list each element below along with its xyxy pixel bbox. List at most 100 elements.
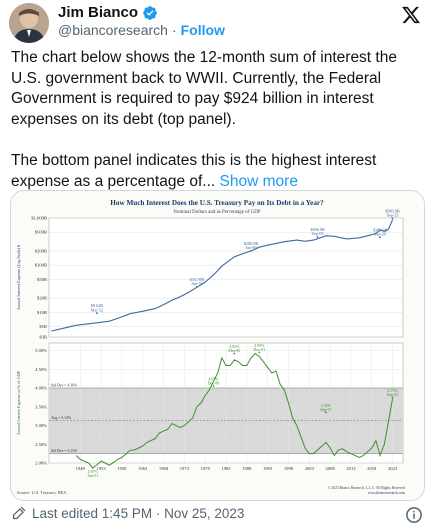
x-tick-label: 1968 [159,466,169,471]
top-annotation-value: $983.9B [385,208,400,213]
x-tick-label: 2013 [346,466,356,471]
top-y-tick-label: $50B [37,277,47,282]
top-y-tick-label: $100B [35,263,47,268]
x-tick-label: 2023 [388,466,398,471]
nominal-interest-line [50,219,394,332]
top-annotation-marker [95,312,98,315]
bottom-y-tick-label: 3.00% [35,423,47,428]
top-annotation-marker [195,285,198,288]
show-more-link[interactable]: Show more [219,172,298,190]
x-tick-label: 2003 [305,466,315,471]
top-panel: $1,000B $500B $200B $100B $50B $20B $10B $5B $3B… [16,208,404,340]
tweet-paragraph-1: The chart below shows the 12-month sum o… [11,49,397,128]
bottom-annotation-date: Dec-91 [253,347,265,352]
top-y-tick-label: $5B [39,324,47,329]
author-handle[interactable]: @biancoresearch [58,22,168,38]
top-annotation-value: $200.9B [244,241,259,246]
top-y-tick-label: $3B [39,335,47,340]
edited-indicator[interactable]: Last edited 1:45 PM · Nov 25, 2023 [11,506,244,521]
top-y-tick-label: $10B [37,310,47,315]
bottom-annotation-value: 4.05% [208,377,219,382]
chart-svg: How Much Interest Does the U.S. Treasury… [16,199,405,496]
x-tick-label: 1948 [76,466,86,471]
bottom-annotation-marker [258,351,261,354]
x-tick-label: 1973 [180,466,190,471]
x-tick-label: 2008 [326,466,336,471]
top-y-tick-label: $20B [37,296,47,301]
top-y-tick-label: $1,000B [31,216,47,222]
info-icon[interactable] [405,506,423,524]
bottom-y-tick-label: 4.50% [35,367,47,372]
x-logo-icon[interactable] [401,5,421,25]
bottom-annotation-marker [325,411,327,414]
bottom-annotation-value: 3.35% [321,403,332,408]
top-annotation-marker [316,236,319,238]
top-annotation-date: Mar-52 [91,307,103,312]
x-tick-label: 1963 [138,466,148,471]
top-annotation-date: Jun-89 [245,245,256,250]
reference-line-label: Std Dev = 2.11% [51,449,78,453]
chart-source: Source: U.S. Treasury, BEA [17,490,67,496]
top-annotation-date: Jun-76 [191,281,202,286]
top-annotation-value: $396.9B [310,227,325,232]
avatar[interactable] [9,3,49,43]
top-annotation-date: Sep-23 [387,213,399,218]
top-plot-area [48,217,404,338]
x-tick-label: 2018 [367,466,377,471]
top-annotation-value: $34.70B [190,277,205,282]
reference-line-label: Avg = 3.14% [51,416,72,420]
bottom-y-tick-label: 5.00% [35,348,47,353]
verified-badge-icon [143,5,157,20]
top-annotation-date: Sep-20 [374,231,386,236]
bottom-annotation-marker [91,466,94,469]
bottom-annotation-value: 4.95% [254,343,265,348]
tweet-paragraph-2-text: The bottom panel indicates this is the h… [11,152,377,190]
top-annotation-marker [391,217,394,220]
separator-dot: · [171,22,177,38]
bottom-annotation-marker [233,352,236,355]
gdp-percent-line [75,352,394,469]
chart-site: www.biancoresearch.com [368,491,405,495]
bottom-y-axis-label: Annual Interest Expense as % of GDP [16,370,21,435]
edit-pencil-icon [12,506,26,520]
follow-button[interactable]: Follow [180,22,225,38]
tweet-text: The chart below shows the 12-month sum o… [11,48,426,192]
bottom-annotation-marker [212,385,215,388]
x-tick-label: 1983 [221,466,231,471]
top-annotation-value: $9.62B [91,303,103,308]
bottom-annotation-date: Sep-07 [320,407,331,412]
reference-line-label: Std Dev = 4.16% [51,384,78,388]
bottom-annotation-date: Jun-51 [87,473,98,478]
x-tick-label: 1988 [242,466,252,471]
x-tick-label: 1958 [117,466,127,471]
author-name-row: Jim Bianco [58,4,158,21]
tweet-paragraph-2: The bottom panel indicates this is the h… [11,151,426,192]
top-y-axis-label: Annual Interest Expense (Log Scale) $ [16,245,21,310]
tweet-footer: Last edited 1:45 PM · Nov 25, 2023 [11,506,244,521]
chart-copyright: © 2023 Bianco Research, L.L.C. All Right… [328,485,405,491]
chart-subtitle: Nominal Dollars and as Percentage of GDP [173,210,260,215]
bottom-y-tick-label: 2.00% [35,461,47,466]
bottom-annotation-value: 1.87% [88,469,99,474]
x-tick-label: 1998 [284,466,294,471]
top-annotation-marker [379,236,381,239]
avatar-image [9,3,49,43]
chart-image[interactable]: How Much Interest Does the U.S. Treasury… [10,190,425,501]
bottom-y-tick-label: 2.50% [35,442,47,447]
top-y-tick-label: $500B [35,230,47,235]
top-annotation-marker [250,249,252,252]
chart-title: How Much Interest Does the U.S. Treasury… [110,199,324,207]
bottom-annotation-date: Dec-80 [208,381,220,386]
bottom-annotation-value: 4.92% [229,344,240,349]
bottom-annotation-date: Sep-23 [387,392,398,397]
x-tick-label: 1993 [263,466,273,471]
x-tick-label: 1953 [96,466,106,471]
x-tick-label: 1978 [201,466,211,471]
author-handle-row: @biancoresearch · Follow [58,22,225,38]
top-annotation-value: $389.9B [373,227,388,232]
top-y-tick-label: $200B [35,248,47,253]
bottom-annotation-value: 3.75% [387,388,398,393]
author-name[interactable]: Jim Bianco [58,4,139,21]
bottom-annotation-date: Mar-85 [228,348,240,353]
bottom-annotation-marker [391,396,394,399]
